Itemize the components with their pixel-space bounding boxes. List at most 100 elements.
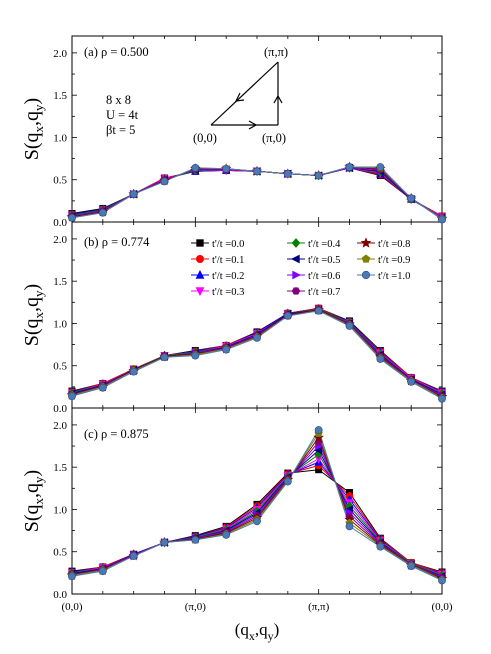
temperature-annotation: βt = 5 xyxy=(106,123,135,137)
panel-c-data-point xyxy=(345,522,354,531)
panel-c-data-point xyxy=(253,517,261,526)
legend-entry: t'/t =0.1 xyxy=(212,255,244,266)
bz-label-m: (π,π) xyxy=(264,45,288,59)
bz-label-x: (π,0) xyxy=(262,131,286,145)
panel-b-ytick-label: 1.0 xyxy=(53,318,67,330)
legend-marker xyxy=(361,254,371,263)
legend-entry: t'/t =0.2 xyxy=(212,271,244,282)
x-tick-label: (0,0) xyxy=(431,601,452,613)
series-layer xyxy=(66,161,448,585)
panel-b-series-line xyxy=(71,307,443,392)
legend-marker xyxy=(195,269,205,279)
panel-b-series-line xyxy=(71,308,443,394)
panel-c-data-point xyxy=(68,572,76,581)
legend-marker xyxy=(291,287,301,295)
panel-c-data-point xyxy=(438,576,446,585)
panel-b-series-line xyxy=(71,308,443,393)
panel-a-ytick-label: 1.0 xyxy=(53,132,67,144)
interaction-annotation: U = 4t xyxy=(106,108,139,122)
panel-c-data-point xyxy=(222,530,231,539)
panel-c-ytick-label: 0.0 xyxy=(53,589,67,601)
panel-c-data-point xyxy=(407,562,416,570)
panel-c-data-point xyxy=(314,426,323,434)
panel-b-ytick-label: 0.5 xyxy=(53,361,67,373)
panel-a-data-point xyxy=(438,215,446,224)
panel-b-data-point xyxy=(253,333,261,342)
panel-c-data-point xyxy=(376,542,385,551)
panel-b-data-point xyxy=(191,351,200,360)
panel-b-ytick-label: 1.5 xyxy=(53,276,67,288)
panel-b-series-line xyxy=(71,309,443,398)
bz-label-gamma: (0,0) xyxy=(193,131,217,145)
panel-c-data-point xyxy=(129,552,138,560)
legend-marker xyxy=(292,270,302,280)
x-axis-label: (qx,qy) xyxy=(235,620,280,643)
panel-a-data-point xyxy=(68,213,76,222)
panel-b-data-point xyxy=(129,367,138,376)
legend-entry: t'/t =0.6 xyxy=(308,271,340,282)
panel-a-data-point xyxy=(376,163,385,171)
panel-b-data-point xyxy=(345,322,354,330)
panel-b-series-line xyxy=(71,309,443,395)
legend-marker xyxy=(361,270,371,280)
legend-entry: t'/t =0.9 xyxy=(378,255,410,266)
panel-a-data-point xyxy=(345,163,354,171)
panel-b-ytick-label: 0.0 xyxy=(53,403,67,415)
legend: t'/t =0.0 t'/t =0.1 t'/t =0.2 t'/t =0.3 t'/t… xyxy=(191,237,410,298)
panel-b-series-line xyxy=(71,310,443,400)
lattice-size-annotation: 8 x 8 xyxy=(106,93,131,107)
panel-a-data-point xyxy=(191,163,200,172)
panel-a-data-point xyxy=(222,164,231,173)
legend-marker xyxy=(196,255,205,264)
panel-a-ytick-label: 1.5 xyxy=(53,90,67,102)
panel-b-series-line xyxy=(71,307,443,393)
x-tick-label: (0,0) xyxy=(61,601,82,613)
bz-path-inset xyxy=(210,61,283,130)
panel-a-data-point xyxy=(407,194,416,203)
panel-a-ytick-label: 0.5 xyxy=(53,175,67,187)
panel-b-ytick-label: 2.0 xyxy=(53,234,67,246)
y-axis-label-c: S(qx,qy) xyxy=(21,470,46,532)
x-tick-label: (π,0) xyxy=(185,601,206,613)
panel-a-data-point xyxy=(98,208,107,217)
panel-a-data-point xyxy=(129,190,138,198)
y-axis-label-b: S(qx,qy) xyxy=(21,284,46,346)
panel-b-series-line xyxy=(71,309,443,396)
panel-b-series-line xyxy=(71,309,443,397)
x-tick-label: (π,π) xyxy=(308,601,330,613)
panel-b-data-point xyxy=(222,345,231,354)
legend-entry: t'/t =0.4 xyxy=(308,239,341,250)
panel-a-data-point xyxy=(283,169,292,178)
legend-marker xyxy=(195,287,205,297)
panel-b-data-point xyxy=(438,394,446,403)
legend-entry: t'/t =0.3 xyxy=(212,287,244,298)
panel-c-data-point xyxy=(283,477,292,486)
legend-entry: t'/t =0.0 xyxy=(212,239,244,250)
legend-entry: t'/t =0.7 xyxy=(308,287,340,298)
panel-a-ytick-label: 0.0 xyxy=(53,217,67,229)
axes-layer: 0.0 0.5 1.0 1.5 2.0 0.0 0.5 1.0 1.5 2.0 0.0 0.5 1.0 1… xyxy=(53,36,453,613)
legend-marker xyxy=(291,238,301,248)
panel-c-ytick-label: 0.5 xyxy=(53,547,67,559)
panel-b-data-point xyxy=(98,383,107,392)
panel-c-ytick-label: 2.0 xyxy=(53,420,67,432)
panel-a-label: (a) ρ = 0.500 xyxy=(84,45,149,59)
panel-b-data-point xyxy=(407,377,416,386)
panel-b-data-point xyxy=(68,392,76,401)
panel-c-data-point xyxy=(313,432,324,443)
panel-a-data-point xyxy=(314,171,323,180)
panel-c-data-point xyxy=(191,535,200,544)
y-axis-label-a: S(qx,qy) xyxy=(21,98,46,160)
bz-arrow-diag xyxy=(234,92,245,102)
bz-arrow-right xyxy=(248,120,258,130)
legend-entry: t'/t =0.8 xyxy=(378,239,410,250)
bz-path-m-to-gamma xyxy=(210,61,279,126)
panel-b-data-point xyxy=(160,353,169,362)
legend-marker xyxy=(196,239,204,247)
panel-c-data-point xyxy=(160,538,169,547)
panel-b-series-line xyxy=(71,308,443,395)
panel-a-data-point xyxy=(160,177,169,186)
panel-b-label: (b) ρ = 0.774 xyxy=(84,235,150,249)
panel-a-data-point xyxy=(253,167,261,176)
